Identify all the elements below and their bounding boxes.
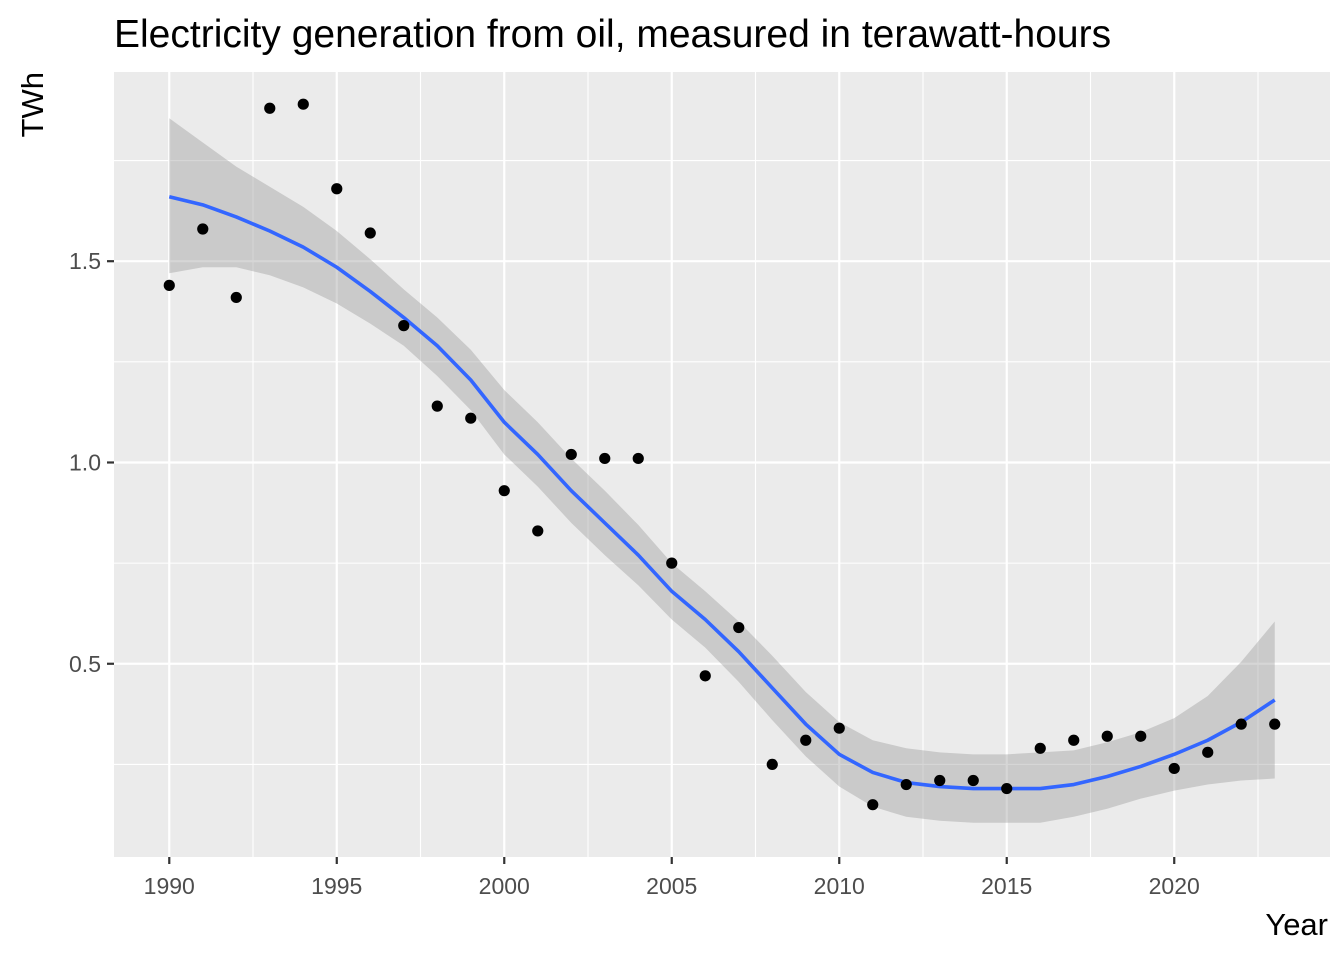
- data-point: [431, 400, 443, 412]
- data-point: [1235, 718, 1247, 730]
- x-tick-label: 1990: [144, 873, 195, 899]
- y-tick-label: 1.5: [69, 248, 101, 274]
- data-point: [1202, 746, 1214, 758]
- x-tick-label: 2005: [646, 873, 697, 899]
- x-tick-label: 2015: [981, 873, 1032, 899]
- y-axis-title: TWh: [15, 72, 50, 137]
- data-point: [934, 774, 946, 787]
- data-point: [800, 734, 812, 746]
- grid-minor: [114, 72, 1330, 857]
- confidence-band: [169, 118, 1275, 823]
- data-point: [733, 621, 745, 634]
- data-point: [1168, 762, 1180, 775]
- data-point: [1001, 782, 1013, 795]
- x-tick-label: 2020: [1149, 873, 1200, 899]
- x-tick-label: 1995: [311, 873, 362, 899]
- data-point: [465, 412, 477, 424]
- plot-panel: [114, 72, 1330, 857]
- data-point: [967, 774, 979, 787]
- data-point: [1101, 730, 1113, 742]
- grid-major: [114, 72, 1330, 857]
- data-point: [666, 557, 678, 569]
- data-point: [699, 670, 711, 682]
- x-tick-label: 2000: [479, 873, 530, 899]
- smooth-line: [168, 195, 1276, 791]
- data-point: [331, 183, 343, 195]
- y-axis: 0.5 1.0 1.5: [69, 248, 114, 677]
- data-point: [398, 320, 410, 332]
- y-tick-label: 1.0: [69, 449, 101, 475]
- data-point: [532, 525, 544, 537]
- data-point: [1068, 734, 1080, 746]
- data-point: [297, 98, 309, 110]
- data-point: [264, 102, 276, 114]
- data-point: [197, 223, 209, 235]
- data-point: [1135, 730, 1147, 742]
- chart-title: Electricity generation from oil, measure…: [114, 13, 1111, 56]
- data-point: [632, 452, 644, 465]
- y-tick-label: 0.5: [69, 651, 101, 677]
- data-point: [565, 448, 577, 461]
- data-points: [163, 98, 1281, 811]
- data-point: [364, 227, 376, 239]
- data-point: [1269, 718, 1281, 730]
- x-axis: 1990 1995 2000 2005 2010 2015 2020: [144, 857, 1200, 899]
- data-point: [163, 279, 175, 291]
- data-point: [230, 291, 242, 304]
- data-point: [766, 758, 778, 771]
- data-point: [1034, 742, 1046, 754]
- data-point: [599, 452, 611, 465]
- x-axis-title: Year: [1265, 907, 1328, 942]
- x-tick-label: 2010: [814, 873, 865, 899]
- data-point: [498, 485, 510, 497]
- data-point: [833, 722, 845, 734]
- data-point: [867, 799, 879, 811]
- data-point: [900, 778, 912, 791]
